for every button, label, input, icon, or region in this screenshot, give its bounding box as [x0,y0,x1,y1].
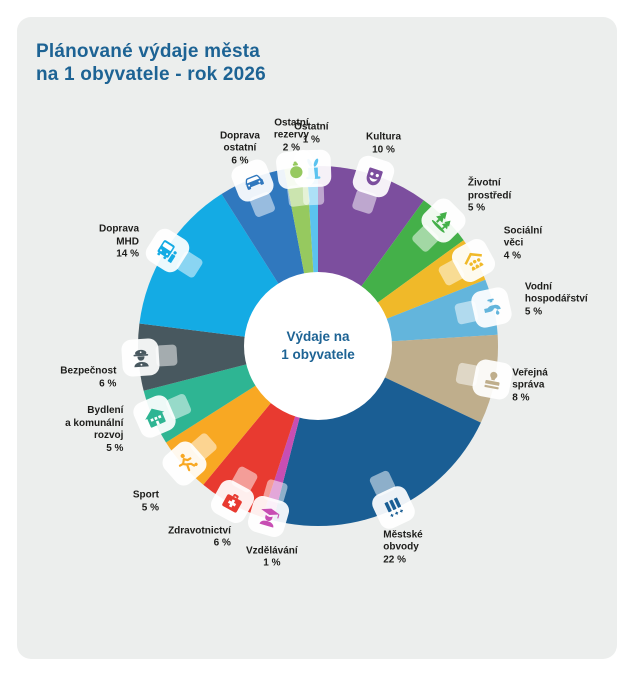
slice-label-6: Městské obvody 22 % [383,529,422,567]
slice-label-0: Ostatní 1 % [294,122,328,147]
slice-badge-7 [245,493,292,540]
slice-badge-1 [349,153,397,201]
car-icon [245,174,264,190]
slice-badge-11 [120,337,160,377]
slice-badge-10 [130,392,179,442]
slice-label-2: Životní prostředí 5 % [468,177,511,215]
city-districts-icon [384,496,403,517]
slice-label-12: Doprava MHD 14 % [99,224,139,262]
trees-icon [432,210,451,232]
slice-percent: 1 % [263,557,281,569]
slice-percent: 22 % [383,554,407,566]
slice-label-11: Bezpečnost 6 % [60,366,116,391]
slice-badge-4 [469,285,514,330]
slice-percent: 10 % [372,144,395,156]
runner-icon [178,454,197,472]
slice-label-3: Sociální věci 4 % [504,225,542,263]
slice-label-13: Doprava ostatní 6 % [220,130,260,168]
slice-name: Vzdělávání [245,545,298,557]
slice-badge-6 [369,482,419,532]
slice-name: Zdravotnictví [168,525,231,537]
slice-name: Doprava ostatní [219,130,260,154]
slice-percent: 2 % [282,141,301,153]
slice-percent: 6 % [231,155,249,167]
graduate-icon [258,508,280,528]
theater-mask-icon [365,167,382,185]
police-officer-icon [132,349,149,367]
stamp-icon [484,371,500,389]
slice-name: Veřejná správa [512,366,548,391]
slice-name: Městské obvody [383,529,423,553]
slice-label-8: Zdravotnictví 6 % [168,525,231,550]
slice-badge-8 [207,476,258,528]
slice-name: Kultura [366,131,401,143]
slice-name: Sport [132,489,159,501]
slice-badge-12 [142,225,194,277]
page-title: Plánované výdaje města na 1 obyvatele - … [36,40,266,85]
slice-label-1: Kultura 10 % [366,132,401,157]
pie-slice-11 [138,323,318,391]
slice-percent: 5 % [524,306,543,317]
slice-badge-5 [471,357,515,401]
faucet-icon [483,297,501,314]
first-aid-kit-icon [221,493,242,513]
bus-icon [157,239,177,263]
slice-badge-13 [228,156,277,205]
money-bag-icon [289,160,303,178]
slice-percent: 5 % [467,202,486,214]
slice-percent: 5 % [141,502,159,514]
slice-label-4: Vodní hospodářství 5 % [525,281,588,319]
slice-percent: 6 % [99,378,117,390]
slice-name: Ostatní rezervy [273,116,309,141]
donut-center-label: Výdaje na 1 obyvatele [281,329,355,362]
slice-name: Bydlení a komunální rozvoj [65,405,124,442]
house-icon [144,408,166,428]
slice-badge-2 [417,193,471,247]
slice-percent: 14 % [116,248,139,260]
slice-percent: 5 % [106,442,124,454]
slice-badge-14 [275,148,317,191]
slice-percent: 6 % [213,537,231,549]
slice-badge-3 [448,235,500,286]
slice-label-14: Ostatní rezervy 2 % [274,117,309,155]
slice-name: Ostatní [294,121,329,133]
slice-name: Vodní hospodářství [524,281,588,305]
slice-percent: 8 % [512,391,530,403]
slice-label-10: Bydlení a komunální rozvoj 5 % [65,405,123,455]
family-shelter-icon [464,252,484,271]
donut-center: Výdaje na 1 obyvatele [244,272,392,420]
slice-percent: 4 % [503,250,521,262]
slice-badge-9 [158,437,211,490]
slice-name: Životní prostředí [467,177,512,201]
slice-label-9: Sport 5 % [133,490,159,515]
slice-percent: 1 % [302,134,320,146]
slice-name: Sociální věci [503,225,543,249]
slice-name: Bezpečnost [60,365,117,377]
slice-name: Doprava MHD [98,223,139,248]
slice-label-7: Vzdělávání 1 % [246,545,298,570]
slice-label-5: Veřejná správa 8 % [512,367,548,405]
